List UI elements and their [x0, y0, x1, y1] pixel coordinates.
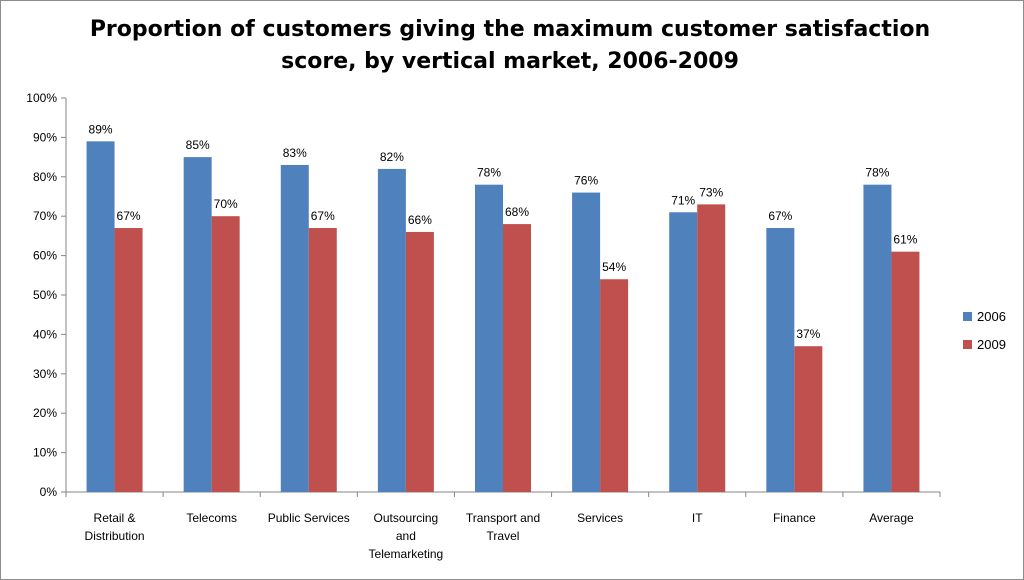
- data-label-2006: 78%: [477, 166, 501, 180]
- y-tick-label: 70%: [33, 209, 57, 223]
- bar-2009: [891, 251, 920, 492]
- bar-2006: [86, 141, 115, 492]
- chart-title-line-1: Proportion of customers giving the maxim…: [89, 17, 931, 42]
- x-category-label: Average: [869, 511, 914, 525]
- data-label-2009: 70%: [214, 197, 238, 211]
- data-label-2009: 61%: [893, 233, 917, 247]
- x-category-label: Retail &: [94, 511, 136, 525]
- x-category-label: Services: [577, 511, 623, 525]
- y-tick-label: 40%: [33, 327, 57, 341]
- data-label-2009: 67%: [117, 209, 141, 223]
- y-tick-label: 30%: [33, 367, 57, 381]
- y-tick-label: 50%: [33, 288, 57, 302]
- bar-2006: [669, 212, 698, 492]
- bar-2006: [377, 168, 406, 493]
- data-label-2009: 73%: [699, 185, 723, 199]
- data-label-2009: 67%: [311, 209, 335, 223]
- bar-2009: [697, 204, 726, 492]
- chart-title-line-2: score, by vertical market, 2006-2009: [281, 49, 739, 74]
- bar-2009: [211, 216, 240, 492]
- x-category-label: Distribution: [85, 529, 145, 543]
- legend-swatch-2006: [963, 312, 972, 321]
- data-label-2006: 71%: [671, 193, 695, 207]
- bar-2006: [863, 184, 892, 492]
- x-category-label: Outsourcing: [374, 511, 439, 525]
- bar-2009: [600, 279, 629, 492]
- y-tick-label: 80%: [33, 170, 57, 184]
- bar-2009: [308, 228, 337, 492]
- data-label-2006: 89%: [89, 122, 113, 136]
- data-label-2006: 78%: [865, 166, 889, 180]
- data-label-2006: 76%: [574, 174, 598, 188]
- bar-2009: [794, 346, 823, 492]
- y-tick-label: 0%: [40, 485, 58, 499]
- data-label-2009: 66%: [408, 213, 432, 227]
- x-category-label: Telemarketing: [369, 547, 444, 561]
- y-tick-label: 10%: [33, 446, 57, 460]
- data-label-2009: 37%: [796, 327, 820, 341]
- bar-2009: [114, 228, 143, 492]
- bar-2009: [405, 231, 434, 492]
- bar-2006: [280, 164, 309, 493]
- bar-2009: [503, 224, 531, 492]
- bar-2006: [572, 192, 601, 492]
- bar-2006: [183, 157, 212, 492]
- data-label-2006: 85%: [186, 138, 210, 152]
- x-category-label: Travel: [487, 529, 520, 543]
- x-category-label: Transport and: [466, 511, 540, 525]
- legend-label-2006: 2006: [977, 309, 1006, 324]
- chart-title: Proportion of customers giving the maxim…: [60, 14, 960, 78]
- x-category-label: and: [396, 529, 416, 543]
- data-label-2006: 83%: [283, 146, 307, 160]
- y-tick-label: 60%: [33, 249, 57, 263]
- y-tick-label: 20%: [33, 406, 57, 420]
- data-label-2009: 54%: [602, 260, 626, 274]
- bar-2006: [475, 184, 503, 492]
- data-label-2006: 82%: [380, 150, 404, 164]
- legend-label-2009: 2009: [977, 337, 1006, 352]
- x-category-label: Finance: [773, 511, 816, 525]
- data-label-2009: 68%: [505, 205, 529, 219]
- x-category-label: Public Services: [268, 511, 350, 525]
- data-label-2006: 67%: [768, 209, 792, 223]
- x-category-label: Telecoms: [186, 511, 237, 525]
- legend-swatch-2009: [963, 340, 972, 349]
- y-tick-label: 90%: [33, 130, 57, 144]
- bar-2006: [766, 228, 795, 492]
- x-category-label: IT: [692, 511, 703, 525]
- y-tick-label: 100%: [26, 91, 57, 105]
